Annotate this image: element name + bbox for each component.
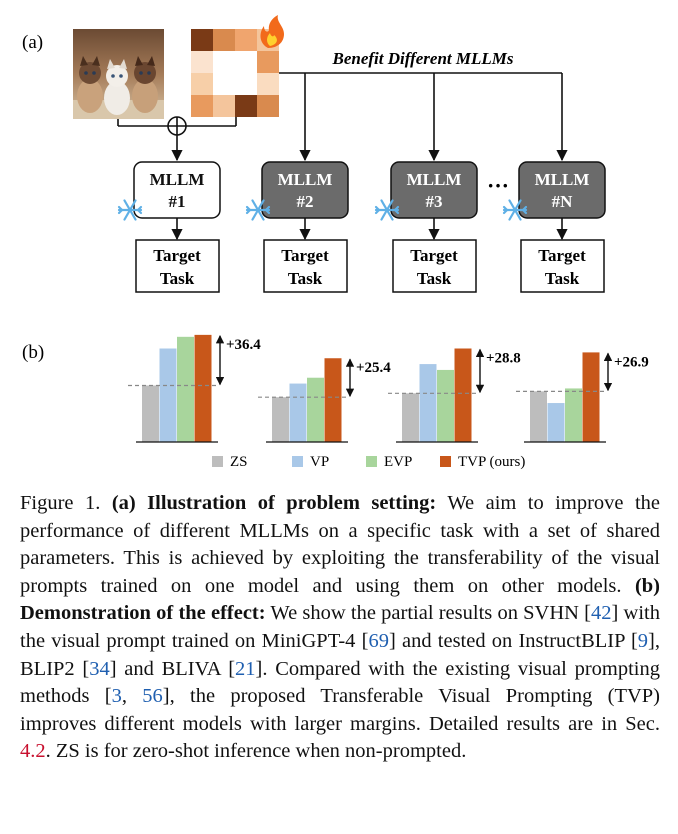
mllm-box-3: MLLM #3 [390, 161, 478, 219]
svg-text:#N: #N [552, 192, 574, 211]
bar-charts: +36.4 +25.4 +28.8 +26.9 [128, 334, 649, 443]
legend-item-3: EVP [366, 454, 412, 470]
bar-tvp [324, 358, 342, 442]
citation-42[interactable]: 42 [591, 602, 612, 625]
svg-text:#3: #3 [426, 192, 443, 211]
svg-text:VP: VP [310, 454, 329, 470]
panel-a-label: (a) [22, 32, 43, 53]
chart-legend: ZS VP EVP TVP (ours) [212, 454, 525, 470]
svg-text:Target: Target [281, 246, 329, 265]
citation-34[interactable]: 34 [89, 657, 110, 680]
bar-tvp [454, 348, 472, 442]
svg-text:Task: Task [160, 269, 195, 288]
bar-vp [289, 383, 307, 442]
svg-text:Target: Target [410, 246, 458, 265]
gain-label: +26.9 [614, 354, 649, 370]
bar-zs [402, 393, 419, 442]
benefit-connector [279, 72, 568, 162]
legend-item-4: TVP (ours) [440, 454, 525, 470]
svg-text:MLLM: MLLM [278, 170, 333, 189]
svg-text:EVP: EVP [384, 454, 412, 470]
bar-tvp [582, 352, 600, 442]
target-task-box-1: Target Task [135, 239, 220, 293]
gain-label: +25.4 [356, 360, 391, 376]
mllm-box-2: MLLM #2 [261, 161, 349, 219]
legend-item-2: VP [292, 454, 329, 470]
bar-vp [547, 403, 565, 442]
svg-text:Target: Target [153, 246, 201, 265]
bar-chart-2: +25.4 [258, 358, 391, 443]
snowflake-icon [117, 199, 528, 221]
svg-text:MLLM: MLLM [150, 170, 205, 189]
svg-text:Task: Task [417, 269, 452, 288]
caption-a-text: We aim to improve the performance of dif… [20, 492, 660, 597]
svg-text:#1: #1 [169, 192, 186, 211]
figure-caption: Figure 1. (a) Illustration of problem se… [20, 492, 661, 763]
panel-b-label: (b) [22, 342, 44, 363]
svg-text:#2: #2 [297, 192, 314, 211]
svg-text:MLLM: MLLM [407, 170, 462, 189]
citation-3[interactable]: 3 [111, 685, 122, 708]
fire-icon [260, 15, 284, 48]
svg-text:Target: Target [538, 246, 586, 265]
bar-zs [272, 397, 289, 442]
section-link-4-2[interactable]: 4.2 [20, 740, 46, 763]
bar-evp [307, 377, 324, 442]
citation-56[interactable]: 56 [142, 685, 163, 708]
bar-tvp [194, 334, 212, 442]
svg-text:Task: Task [288, 269, 323, 288]
kittens-image [73, 29, 164, 119]
gain-label: +28.8 [486, 351, 521, 367]
caption-a-heading: (a) Illustration of problem setting: [111, 492, 437, 514]
svg-text:TVP (ours): TVP (ours) [458, 454, 525, 470]
bar-evp [177, 336, 194, 442]
target-task-box-3: Target Task [392, 239, 477, 293]
target-task-box-2: Target Task [263, 239, 348, 293]
citation-9[interactable]: 9 [637, 629, 649, 652]
citation-21[interactable]: 21 [235, 657, 256, 680]
caption-figure-number: Figure 1. [20, 492, 101, 514]
figure-1: (a) [22, 15, 649, 470]
bar-zs [142, 385, 159, 442]
svg-text:MLLM: MLLM [535, 170, 590, 189]
bar-vp [419, 364, 437, 442]
citation-69[interactable]: 69 [368, 629, 389, 652]
bar-evp [565, 388, 582, 442]
mllm-box-n: MLLM #N [518, 161, 606, 219]
bar-vp [159, 348, 177, 442]
gain-label: +36.4 [226, 337, 261, 353]
benefit-label: Benefit Different MLLMs [331, 49, 513, 68]
model-to-task-arrows [171, 218, 568, 241]
target-task-box-n: Target Task [520, 239, 605, 293]
bar-chart-3: +28.8 [388, 348, 521, 443]
combine-operator [117, 116, 237, 162]
bar-chart-4: +26.9 [516, 352, 649, 443]
svg-text:Task: Task [545, 269, 580, 288]
legend-item-1: ZS [212, 454, 248, 470]
ellipsis: ··· [487, 173, 509, 198]
mllm-box-1: MLLM #1 [133, 161, 221, 219]
bar-evp [437, 369, 454, 442]
bar-chart-1: +36.4 [128, 334, 261, 443]
bar-zs [530, 391, 547, 442]
caption-b-heading: (b) Demonstration of the effect: [20, 574, 661, 625]
svg-text:ZS: ZS [230, 454, 248, 470]
